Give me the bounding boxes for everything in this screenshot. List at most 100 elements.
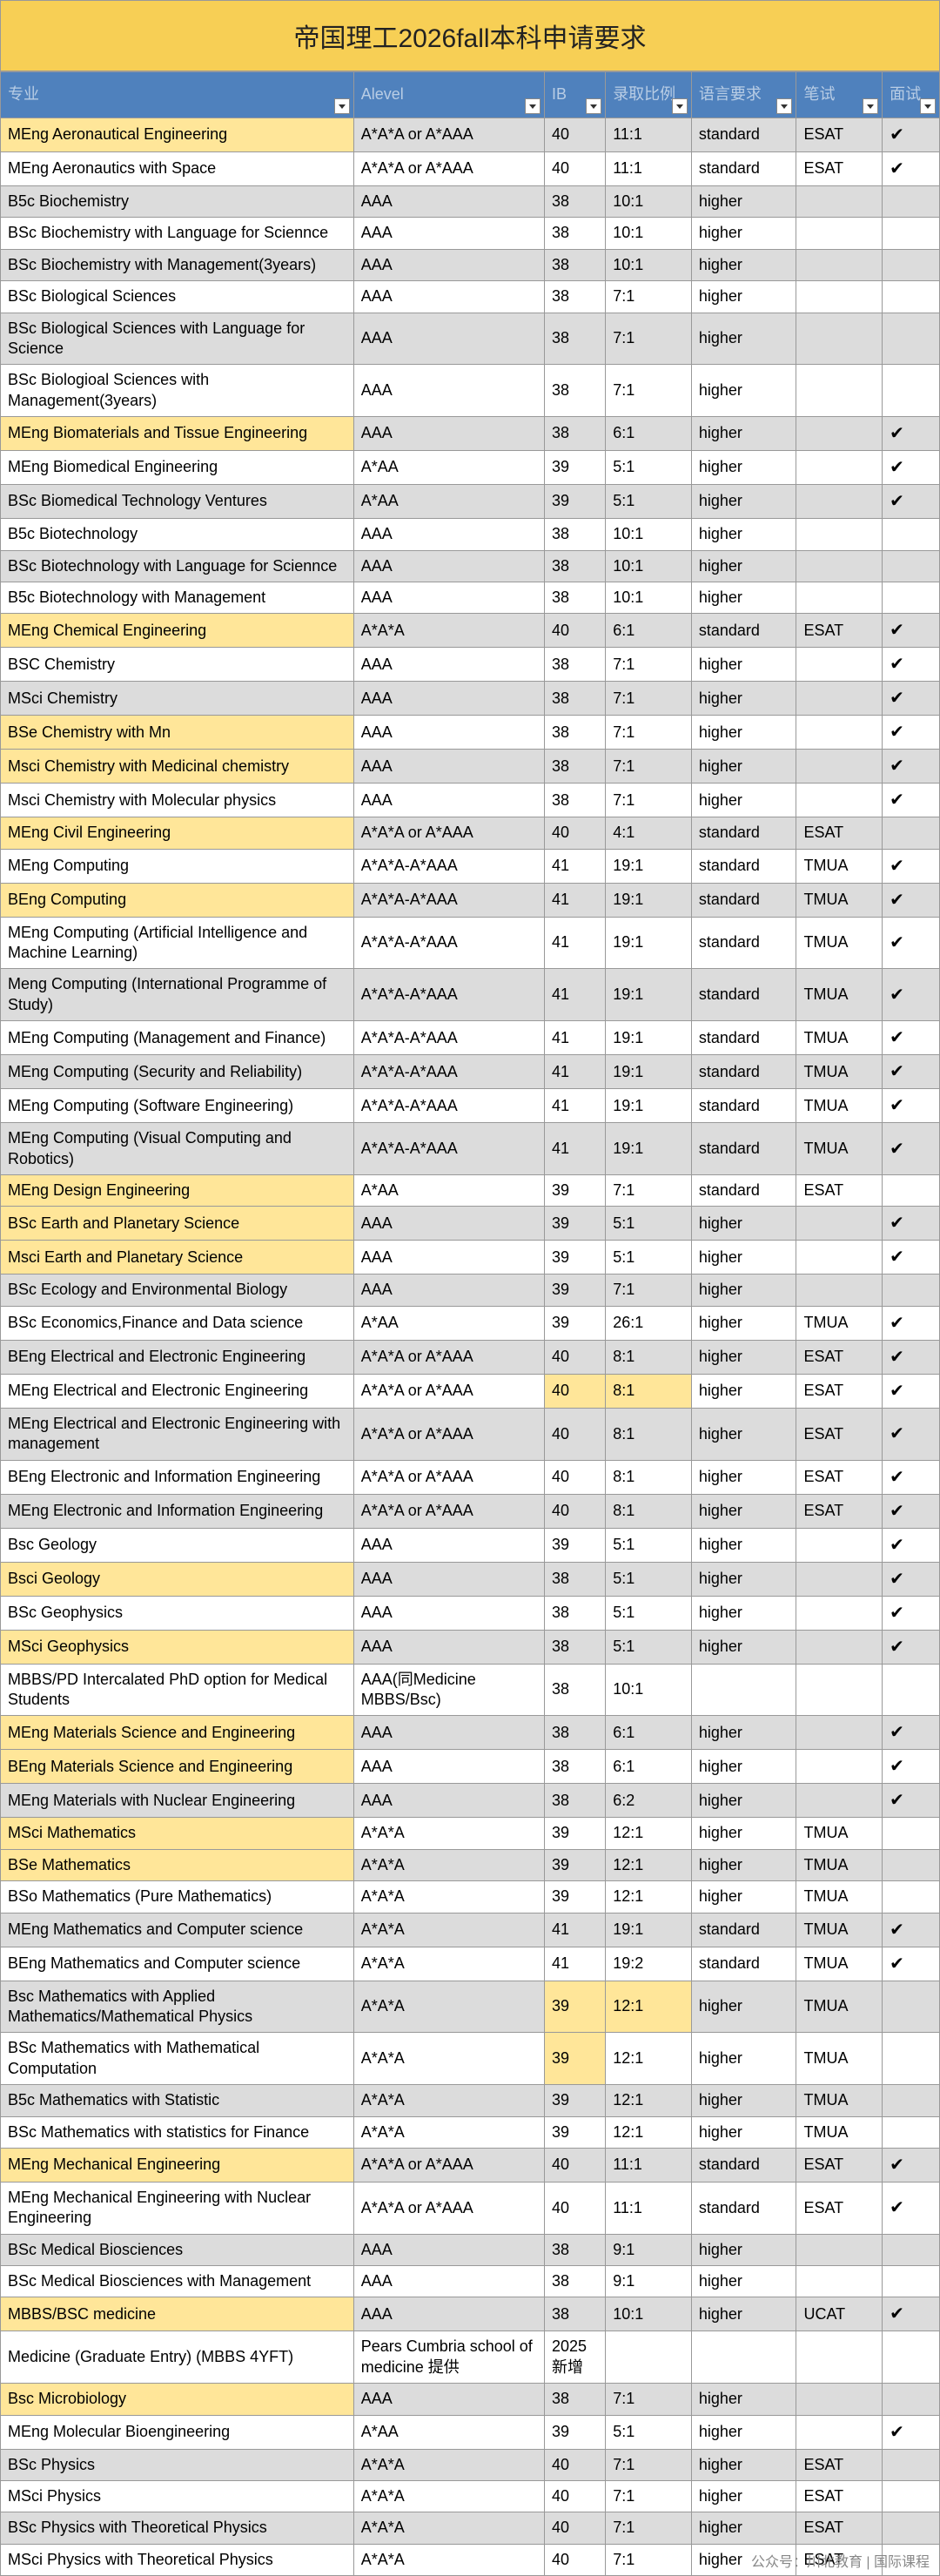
cell: higher (691, 1306, 796, 1340)
cell: MEng Molecular Bioengineering (1, 2415, 354, 2449)
cell: ✔ (883, 716, 940, 750)
cell: ✔ (883, 1207, 940, 1241)
table-row: MEng Electrical and Electronic Engineeri… (1, 1374, 940, 1408)
cell: 39 (545, 1818, 606, 1849)
cell: BSc Medical Biosciences with Management (1, 2266, 354, 2297)
cell: ESAT (796, 2148, 883, 2182)
filter-icon[interactable] (776, 98, 792, 114)
col-header-2[interactable]: IB (545, 72, 606, 118)
table-row: MEng ComputingA*A*A-A*AAA4119:1standardT… (1, 849, 940, 883)
cell (796, 1716, 883, 1750)
cell: TMUA (796, 1306, 883, 1340)
table-row: BEng Materials Science and EngineeringAA… (1, 1750, 940, 1784)
cell: BSc Biotechnology with Language for Scie… (1, 550, 354, 582)
cell (883, 2085, 940, 2116)
cell: 38 (545, 1562, 606, 1596)
col-header-6[interactable]: 面试 (883, 72, 940, 118)
cell: 10:1 (606, 1664, 692, 1716)
cell: ✔ (883, 417, 940, 451)
cell: 5:1 (606, 1596, 692, 1630)
table-row: BSc Medical Biosciences with ManagementA… (1, 2266, 940, 2297)
cell: A*A*A or A*AAA (353, 817, 544, 849)
cell: 39 (545, 1175, 606, 1207)
table-row: BSc Medical BiosciencesAAA389:1higher (1, 2234, 940, 2265)
cell: 39 (545, 1241, 606, 1275)
cell: Msci Earth and Planetary Science (1, 1241, 354, 1275)
cell: higher (691, 1408, 796, 1460)
cell: ✔ (883, 1123, 940, 1175)
col-header-5[interactable]: 笔试 (796, 72, 883, 118)
cell: TMUA (796, 849, 883, 883)
cell: B5c Biotechnology (1, 519, 354, 550)
cell: standard (691, 969, 796, 1021)
cell: standard (691, 849, 796, 883)
cell: TMUA (796, 1055, 883, 1089)
cell (796, 1664, 883, 1716)
cell: higher (691, 1849, 796, 1880)
cell (796, 2415, 883, 2449)
cell: ✔ (883, 1021, 940, 1055)
cell: ✔ (883, 2182, 940, 2234)
cell: standard (691, 1175, 796, 1207)
cell: MEng Computing (Visual Computing and Rob… (1, 1123, 354, 1175)
col-header-label: 语言要求 (699, 85, 762, 103)
filter-icon[interactable] (525, 98, 540, 114)
table-row: MEng Computing (Visual Computing and Rob… (1, 1123, 940, 1175)
cell: TMUA (796, 917, 883, 969)
cell: BSc Biologioal Sciences with Management(… (1, 365, 354, 417)
filter-icon[interactable] (863, 98, 878, 114)
cell: 41 (545, 883, 606, 917)
cell (796, 1207, 883, 1241)
cell: 7:1 (606, 648, 692, 682)
cell: ✔ (883, 2297, 940, 2331)
col-header-3[interactable]: 录取比例 (606, 72, 692, 118)
cell: higher (691, 582, 796, 613)
cell: 38 (545, 186, 606, 218)
filter-icon[interactable] (334, 98, 350, 114)
cell: BSc Physics (1, 2449, 354, 2480)
cell: ✔ (883, 152, 940, 186)
cell: A*A*A or A*AAA (353, 152, 544, 186)
cell: TMUA (796, 2033, 883, 2085)
col-header-0[interactable]: 专业 (1, 72, 354, 118)
cell: 6:1 (606, 417, 692, 451)
cell: MEng Mechanical Engineering with Nuclear… (1, 2182, 354, 2234)
cell: 7:1 (606, 682, 692, 716)
table-row: MEng Materials Science and EngineeringAA… (1, 1716, 940, 1750)
cell: 39 (545, 2415, 606, 2449)
cell: 8:1 (606, 1408, 692, 1460)
cell: higher (691, 1528, 796, 1562)
cell (883, 2266, 940, 2297)
cell: 38 (545, 682, 606, 716)
cell: 7:1 (606, 2384, 692, 2415)
cell: TMUA (796, 1849, 883, 1880)
cell: A*A*A or A*AAA (353, 1340, 544, 1374)
cell: ESAT (796, 817, 883, 849)
col-header-1[interactable]: Alevel (353, 72, 544, 118)
cell: A*AA (353, 2415, 544, 2449)
cell: MEng Aeronautical Engineering (1, 118, 354, 152)
cell: A*A*A or A*AAA (353, 1494, 544, 1528)
cell (796, 218, 883, 249)
cell: 10:1 (606, 550, 692, 582)
cell: higher (691, 1460, 796, 1494)
filter-icon[interactable] (586, 98, 601, 114)
cell: MEng Biomedical Engineering (1, 451, 354, 485)
cell: 5:1 (606, 2415, 692, 2449)
table-row: MEng Materials with Nuclear EngineeringA… (1, 1784, 940, 1818)
cell: 38 (545, 2384, 606, 2415)
cell: 9:1 (606, 2266, 692, 2297)
cell: 7:1 (606, 281, 692, 313)
col-header-4[interactable]: 语言要求 (691, 72, 796, 118)
cell (883, 2234, 940, 2265)
cell: 10:1 (606, 2297, 692, 2331)
cell (796, 2266, 883, 2297)
cell: ✔ (883, 883, 940, 917)
filter-icon[interactable] (672, 98, 688, 114)
cell: 38 (545, 365, 606, 417)
cell: 40 (545, 817, 606, 849)
cell: higher (691, 451, 796, 485)
filter-icon[interactable] (920, 98, 936, 114)
cell: MEng Civil Engineering (1, 817, 354, 849)
cell: standard (691, 152, 796, 186)
